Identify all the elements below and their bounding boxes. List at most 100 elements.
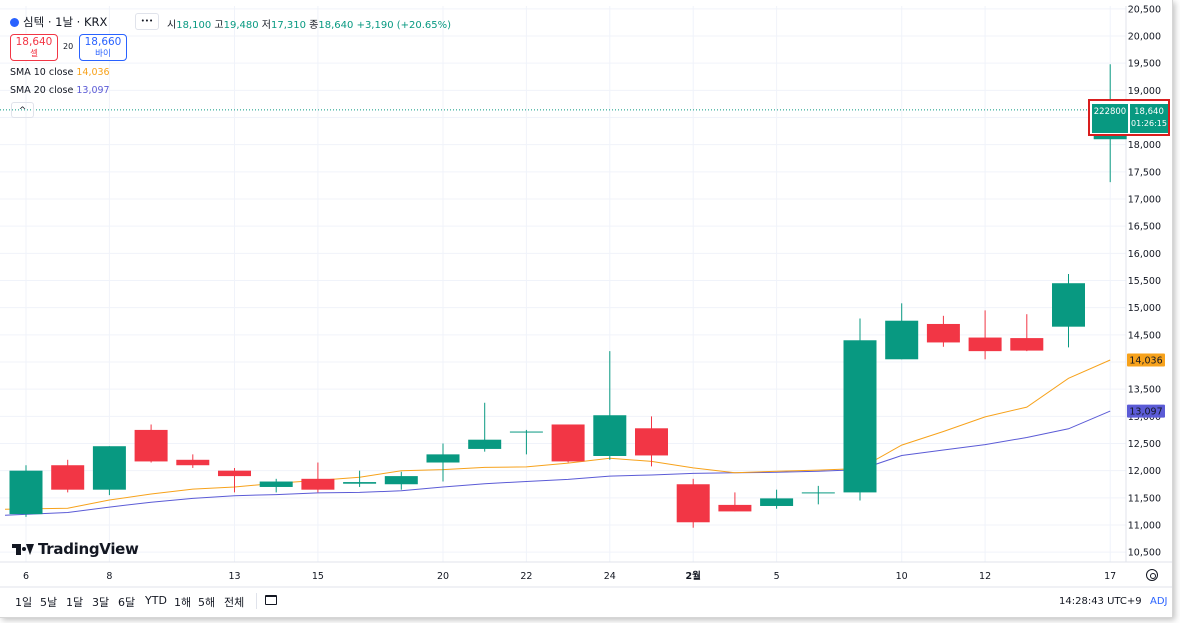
time-tick-label: 24 bbox=[604, 571, 616, 582]
tradingview-logo[interactable]: TradingView bbox=[12, 540, 139, 558]
candle bbox=[635, 416, 668, 467]
candle bbox=[218, 467, 251, 493]
sma10-legend[interactable]: SMA 10 close 14,036 bbox=[10, 67, 110, 78]
last-price-value: 18,640 bbox=[1134, 107, 1164, 117]
timeframe-6[interactable]: 1해 bbox=[174, 596, 192, 609]
candle-body bbox=[885, 320, 919, 360]
candle-body bbox=[676, 484, 710, 523]
price-tick-label: 12,500 bbox=[1128, 439, 1161, 450]
candle-body bbox=[1010, 338, 1044, 351]
more-options-button[interactable]: ••• bbox=[135, 13, 159, 30]
candle-body bbox=[926, 323, 960, 343]
candle bbox=[259, 478, 293, 493]
time-tick-label: 20 bbox=[437, 571, 449, 582]
candle-body bbox=[635, 428, 668, 456]
buy-button[interactable]: 18,660 바이 bbox=[79, 34, 127, 61]
price-tick-label: 10,500 bbox=[1128, 548, 1161, 559]
clock-time[interactable]: 14:28:43 UTC+9 bbox=[1059, 596, 1142, 607]
candle bbox=[926, 315, 960, 347]
low-label: 저 bbox=[261, 20, 271, 31]
time-tick-label: 2월 bbox=[686, 570, 701, 582]
price-tick-label: 15,000 bbox=[1128, 303, 1161, 314]
candle-body bbox=[968, 337, 1002, 352]
timeframe-3[interactable]: 3달 bbox=[92, 596, 110, 609]
candle-body bbox=[92, 446, 126, 490]
candle bbox=[718, 492, 752, 512]
gear-icon[interactable] bbox=[1146, 569, 1158, 581]
candle-body bbox=[593, 415, 627, 456]
candle bbox=[801, 485, 835, 505]
candle bbox=[426, 443, 460, 482]
candle bbox=[760, 489, 794, 509]
sell-price: 18,640 bbox=[15, 36, 53, 48]
time-tick-label: 17 bbox=[1104, 571, 1116, 582]
date-range-button[interactable] bbox=[256, 593, 281, 609]
candle-body bbox=[509, 431, 543, 433]
price-tick-label: 14,500 bbox=[1128, 330, 1161, 341]
timeframe-0[interactable]: 1일 bbox=[15, 596, 33, 609]
sma20-badge bbox=[1127, 404, 1165, 418]
timeframe-5[interactable]: YTD bbox=[145, 594, 167, 607]
candle bbox=[343, 470, 377, 487]
sma-lines bbox=[4, 359, 1111, 516]
candle bbox=[968, 310, 1002, 360]
open-value: 18,100 bbox=[176, 20, 212, 31]
time-tick-label: 8 bbox=[106, 571, 112, 582]
adjust-button[interactable]: ADJ bbox=[1150, 596, 1168, 607]
time-tick-label: 5 bbox=[774, 571, 780, 582]
candles bbox=[9, 64, 1127, 528]
sma20-legend[interactable]: SMA 20 close 13,097 bbox=[10, 85, 110, 96]
close-value: 18,640 bbox=[318, 20, 354, 31]
tv-logo-icon bbox=[12, 544, 34, 555]
price-tick-label: 19,000 bbox=[1128, 86, 1161, 97]
high-label: 고 bbox=[214, 20, 224, 31]
price-tick-label: 17,500 bbox=[1128, 167, 1161, 178]
time-tick-label: 15 bbox=[312, 571, 324, 582]
symbol-icon bbox=[10, 18, 19, 27]
candle-body bbox=[218, 470, 251, 477]
timeframe-8[interactable]: 전체 bbox=[224, 596, 245, 609]
chevron-up-icon: ^ bbox=[18, 106, 27, 116]
grid-lines bbox=[0, 6, 1126, 562]
sell-label: 셀 bbox=[30, 49, 38, 59]
candle bbox=[9, 465, 43, 517]
open-label: 시 bbox=[167, 20, 177, 31]
calendar-range-icon bbox=[265, 595, 277, 605]
price-tick-label: 12,000 bbox=[1128, 466, 1161, 477]
more-options-icon: ••• bbox=[140, 17, 154, 25]
sma20-value: 13,097 bbox=[76, 85, 110, 96]
candle-body bbox=[51, 465, 85, 490]
candle-body bbox=[1052, 283, 1085, 327]
time-tick-label: 6 bbox=[23, 571, 29, 582]
high-value: 19,480 bbox=[223, 20, 259, 31]
collapse-legend-button[interactable]: ^ bbox=[11, 102, 34, 118]
ohlc-legend: 시18,100 고19,480 저17,310 종18,640 +3,190 (… bbox=[167, 16, 451, 31]
buy-price: 18,660 bbox=[84, 36, 122, 48]
candle bbox=[1052, 273, 1085, 348]
symbol-title: 심텍 · 1날 · KRX bbox=[23, 15, 108, 29]
candle-body bbox=[551, 424, 585, 462]
timeframe-4[interactable]: 6달 bbox=[118, 596, 136, 609]
sell-button[interactable]: 18,640 셀 bbox=[10, 34, 58, 61]
candle-body bbox=[259, 481, 293, 487]
candle bbox=[92, 446, 126, 496]
time-tick-label: 12 bbox=[979, 571, 991, 582]
candle bbox=[134, 424, 168, 463]
price-tick-label: 11,500 bbox=[1128, 493, 1161, 504]
candle-body bbox=[468, 439, 502, 449]
candle bbox=[1010, 314, 1044, 352]
sma20-label: SMA 20 close bbox=[10, 85, 74, 96]
price-tick-label: 17,000 bbox=[1128, 195, 1161, 206]
timeframe-2[interactable]: 1달 bbox=[66, 596, 84, 609]
buy-label: 바이 bbox=[95, 49, 111, 59]
symbol-legend[interactable]: 심텍 · 1날 · KRX bbox=[10, 14, 107, 30]
timeframe-1[interactable]: 5날 bbox=[40, 596, 58, 609]
timeframe-7[interactable]: 5해 bbox=[198, 596, 216, 609]
price-tick-label: 16,000 bbox=[1128, 249, 1161, 260]
sma-value-badges: 14,036 13,097 bbox=[1127, 353, 1165, 418]
sma10-value: 14,036 bbox=[76, 67, 110, 78]
candle-body bbox=[134, 429, 168, 462]
spread-value: 20 bbox=[63, 42, 74, 51]
